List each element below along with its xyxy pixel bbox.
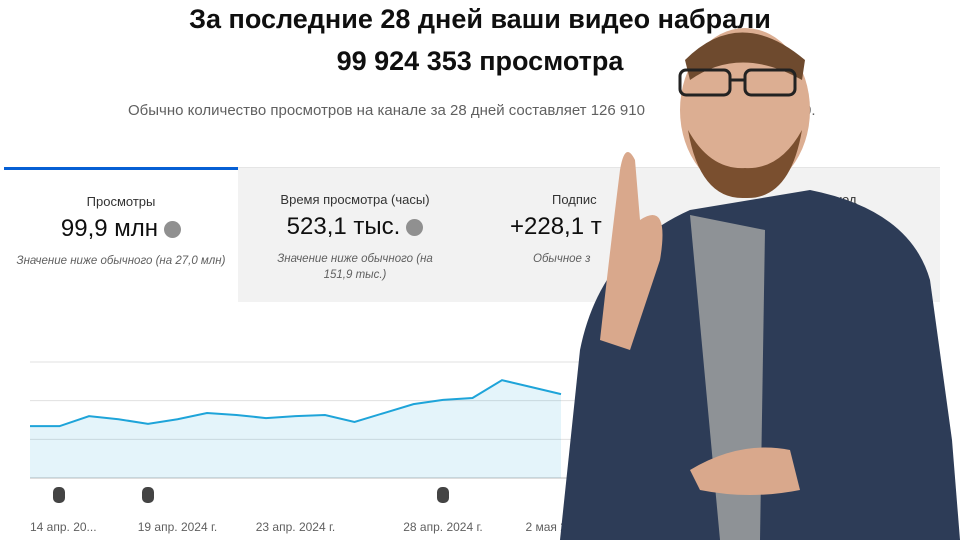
hair <box>685 32 805 80</box>
x-tick-label: 28 апр. 2024 г. <box>403 520 482 534</box>
card-note: Обычное з <box>533 253 591 265</box>
title-line: За последние 28 дней ваши видео набрали <box>189 4 771 34</box>
card-value: 523,1 тыс. <box>238 213 472 241</box>
down-icon <box>406 219 424 237</box>
card-note: Значение ниже обычного (на 27,0 млн) <box>16 255 226 267</box>
metric-card[interactable]: Время просмотра (часы) 523,1 тыс. Значен… <box>238 167 472 302</box>
hand <box>690 447 800 495</box>
card-value: +228,1 т <box>510 213 602 240</box>
card-value: 99,9 млн <box>4 215 238 243</box>
shorts-icon <box>437 487 449 503</box>
glasses <box>678 68 797 97</box>
card-label: Время просмотра (часы) <box>280 192 430 207</box>
down-icon <box>164 221 182 239</box>
metric-card[interactable]: Просмотры 99,9 млн Значение ниже обычног… <box>4 167 238 302</box>
value-text: 523,1 тыс. <box>286 213 401 240</box>
card-label: Просмотры <box>86 194 156 209</box>
x-tick-label: 23 апр. 2024 г. <box>256 520 335 534</box>
shorts-icon <box>142 487 154 503</box>
hand <box>600 152 663 350</box>
x-tick-label: 19 апр. 2024 г. <box>138 520 217 534</box>
subtitle: Обычно количество просмотров на канале з… <box>128 102 645 119</box>
beard <box>688 130 802 199</box>
card-label: Подпис <box>552 192 597 207</box>
shorts-icon <box>53 487 65 503</box>
x-tick-label: 14 апр. 20... <box>30 520 97 534</box>
title-line: 99 924 353 просмотра <box>336 46 624 76</box>
card-note: Значение ниже обычного (на 151,9 тыс.) <box>277 253 433 281</box>
line-series <box>30 379 562 428</box>
value-text: 99,9 млн <box>60 215 159 242</box>
line-area <box>30 380 561 478</box>
shorts-markers <box>53 487 449 503</box>
presenter-photo <box>560 28 960 540</box>
